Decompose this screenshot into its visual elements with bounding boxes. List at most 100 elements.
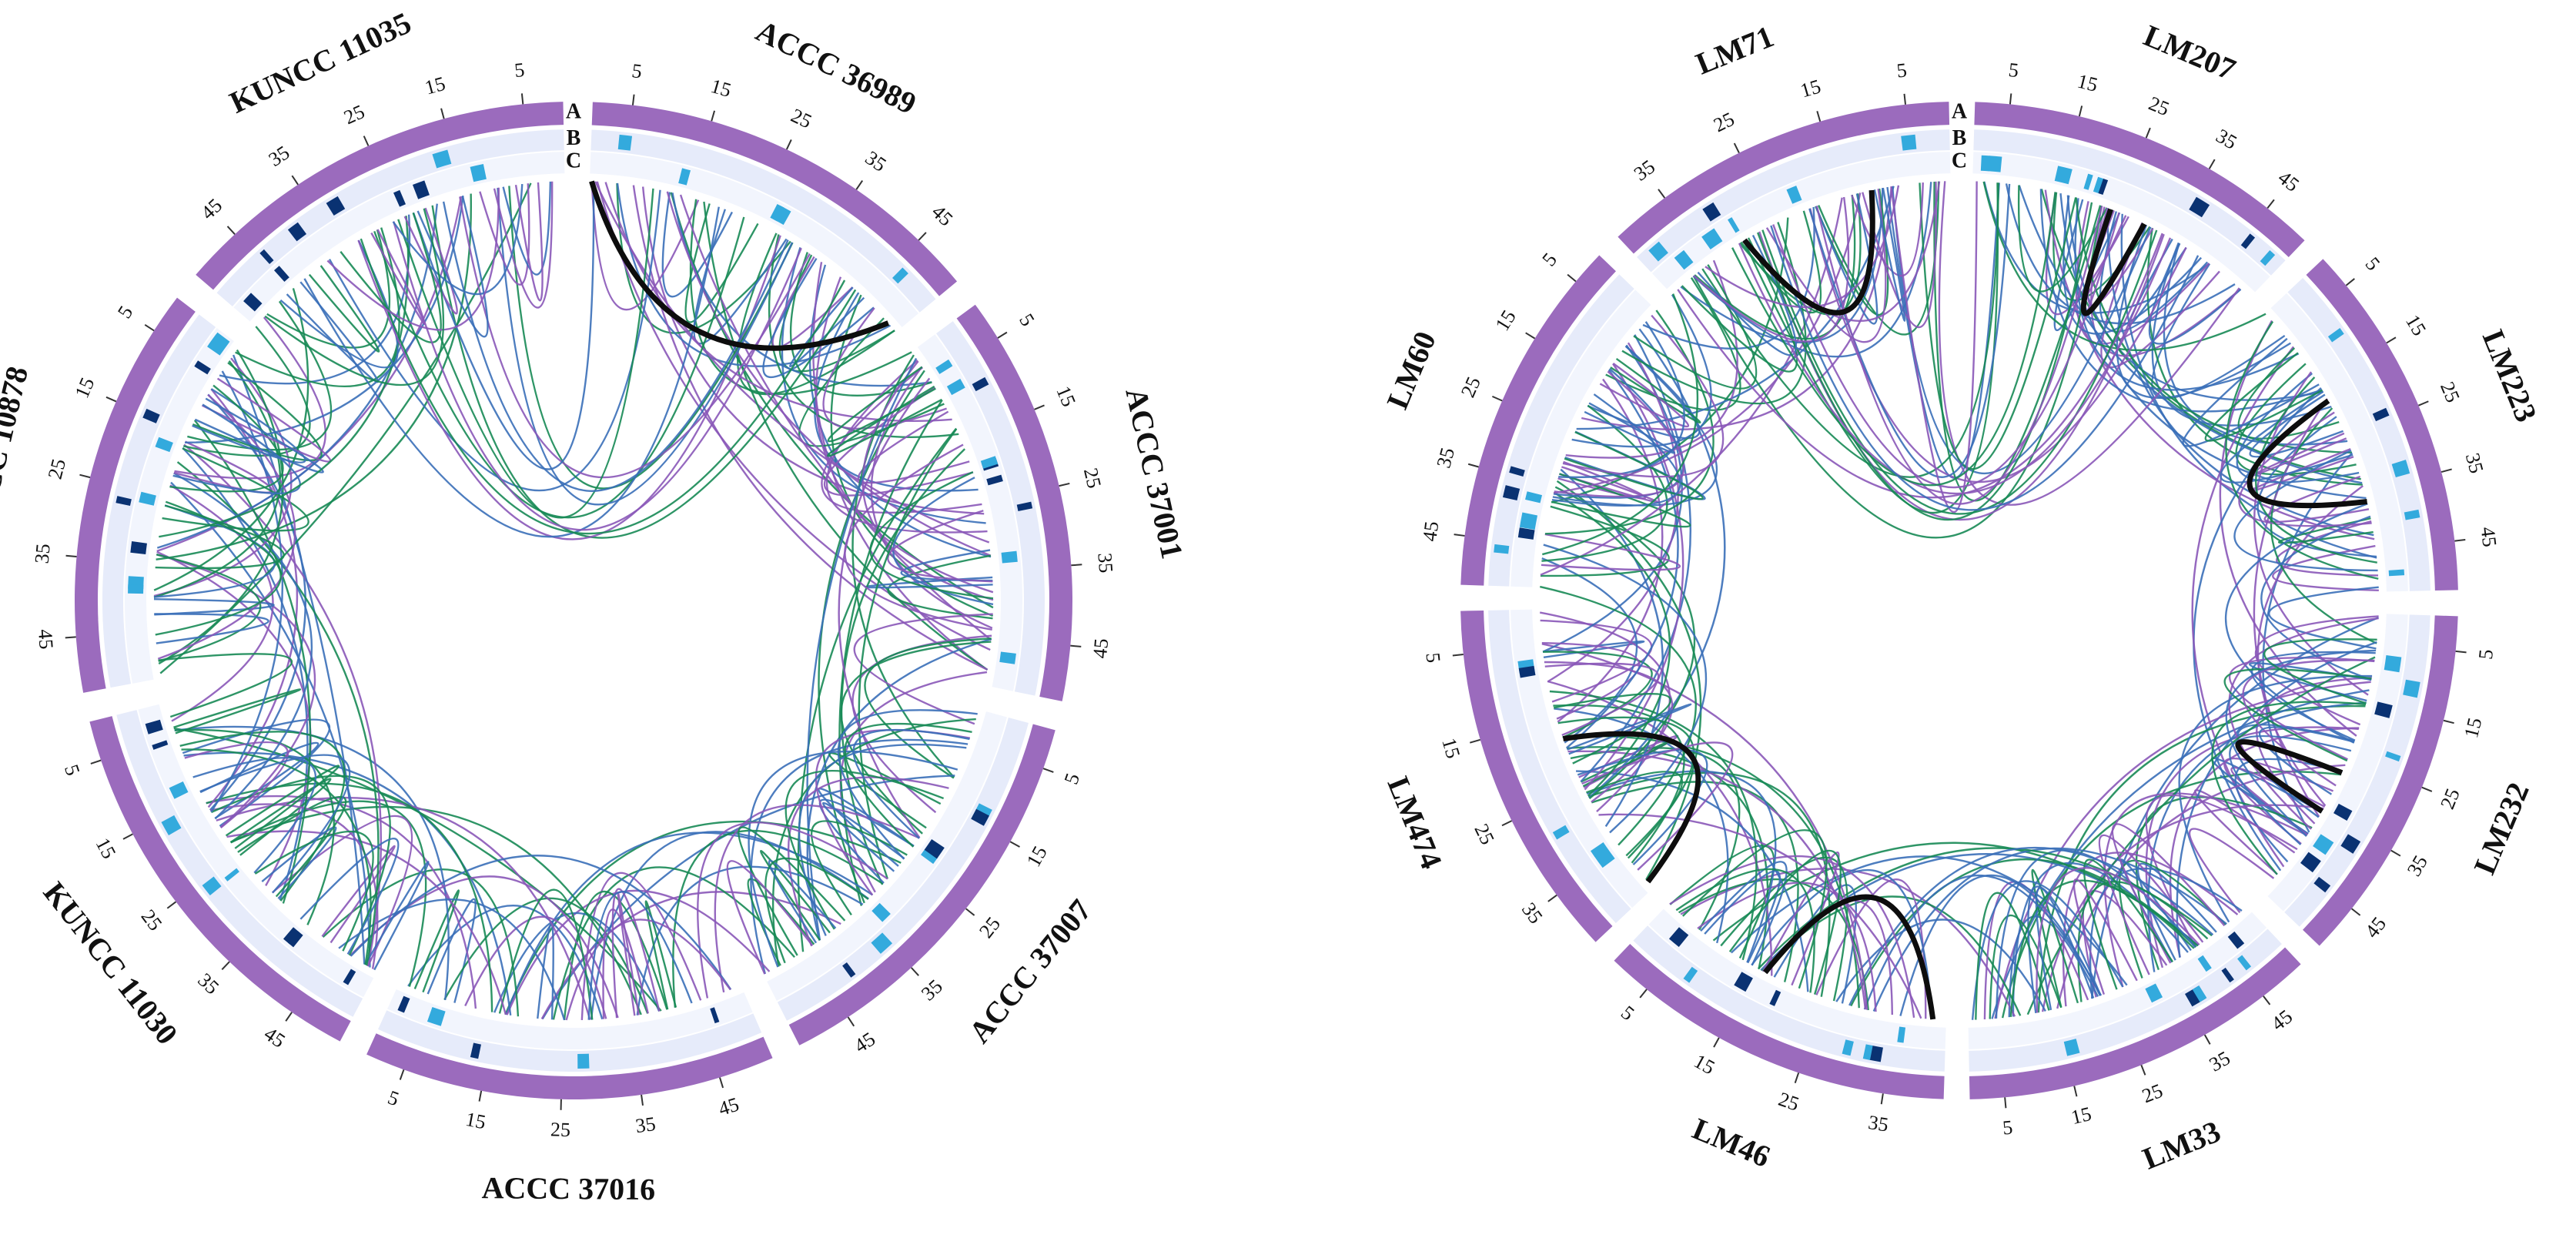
tick-mark bbox=[1042, 768, 1054, 773]
link-curve bbox=[459, 196, 811, 479]
feature-marker bbox=[1001, 550, 1018, 564]
feature-marker bbox=[2333, 803, 2353, 821]
link-curve bbox=[479, 183, 530, 286]
tick-label: 25 bbox=[2436, 379, 2464, 406]
feature-marker bbox=[470, 163, 487, 182]
tick-label: 15 bbox=[1437, 735, 1464, 761]
link-curve bbox=[173, 472, 313, 820]
link-curve bbox=[1553, 693, 1672, 765]
link-curve bbox=[616, 182, 791, 334]
link-curve bbox=[1757, 202, 2093, 521]
feature-marker bbox=[128, 584, 144, 594]
link-curve bbox=[159, 182, 532, 674]
tick-mark bbox=[711, 110, 716, 122]
tick-label: 25 bbox=[2146, 92, 2173, 121]
tick-mark bbox=[2345, 278, 2355, 286]
link-curve bbox=[514, 182, 544, 302]
link-curve bbox=[2262, 452, 2354, 833]
link-curve bbox=[392, 184, 524, 296]
tick-label: 15 bbox=[708, 75, 734, 102]
link-curve bbox=[154, 613, 269, 644]
link-curve bbox=[2027, 885, 2102, 1014]
tick-label: 15 bbox=[1491, 306, 1521, 335]
feature-marker bbox=[1862, 1044, 1873, 1060]
feature-marker bbox=[2403, 679, 2420, 698]
tick-mark bbox=[1639, 989, 1648, 999]
ideogram-band bbox=[196, 102, 564, 290]
link-curve bbox=[413, 889, 460, 993]
link-curve bbox=[2059, 192, 2367, 500]
link-curve bbox=[1848, 847, 2214, 1006]
link-curve bbox=[2224, 503, 2368, 744]
tick-mark bbox=[631, 94, 635, 105]
feature-marker bbox=[971, 808, 989, 826]
feature-marker bbox=[470, 1042, 481, 1059]
link-curve bbox=[748, 750, 958, 968]
tick-mark bbox=[2009, 93, 2012, 105]
link-curve bbox=[504, 820, 902, 1015]
track-c-background bbox=[1510, 289, 1651, 587]
link-curve bbox=[193, 420, 312, 904]
feature-marker bbox=[871, 932, 893, 954]
feature-marker bbox=[1901, 134, 1917, 151]
link-curve bbox=[1740, 210, 1822, 314]
link-curve bbox=[565, 918, 731, 1021]
right-circos-panel: 5 15 25 35 45 LM207 5 15 25 35 45 LM223 5 15 25 35 45 LM2… bbox=[1380, 18, 2544, 1176]
link-curve bbox=[364, 861, 430, 971]
highlighted-link bbox=[2080, 208, 2147, 316]
tick-label: 35 bbox=[265, 141, 294, 171]
tick-mark bbox=[1452, 653, 1464, 657]
link-curve bbox=[2228, 617, 2379, 830]
feature-marker bbox=[273, 266, 289, 282]
link-curve bbox=[169, 384, 284, 493]
link-curve bbox=[271, 815, 413, 967]
link-curve bbox=[442, 201, 789, 492]
segment-label: LM223 bbox=[2476, 325, 2544, 427]
links-layer bbox=[1539, 181, 2379, 1020]
tick-mark bbox=[90, 759, 102, 765]
link-curve bbox=[2219, 320, 2357, 737]
tick-label: 35 bbox=[1630, 156, 1659, 186]
tick-mark bbox=[226, 226, 236, 235]
link-curve bbox=[153, 597, 275, 616]
link-curve bbox=[768, 859, 837, 944]
link-curve bbox=[1693, 196, 1850, 343]
tick-mark bbox=[1547, 894, 1557, 902]
track-label-c: C bbox=[1952, 149, 1967, 172]
link-curve bbox=[2036, 867, 2200, 1013]
track-b-background bbox=[1488, 610, 1631, 923]
link-curve bbox=[2091, 616, 2379, 999]
tick-label: 35 bbox=[2461, 450, 2488, 476]
link-curve bbox=[321, 845, 396, 944]
feature-marker bbox=[1842, 1039, 1854, 1056]
link-curve bbox=[261, 826, 337, 899]
link-curve bbox=[2044, 189, 2375, 540]
link-curve bbox=[506, 889, 771, 1015]
link-curve bbox=[2182, 337, 2320, 447]
link-curve bbox=[2204, 352, 2323, 442]
segment-label: ACCC 37016 bbox=[481, 1170, 655, 1206]
tick-label: 15 bbox=[423, 72, 448, 99]
segment-label: ACCC 37001 bbox=[1119, 385, 1189, 562]
link-curve bbox=[350, 855, 732, 990]
link-curve bbox=[1547, 680, 1773, 976]
link-curve bbox=[299, 838, 400, 955]
feature-marker bbox=[130, 541, 147, 554]
tick-mark bbox=[2263, 995, 2271, 1005]
link-curve bbox=[2188, 828, 2275, 914]
feature-marker bbox=[1728, 217, 1740, 233]
link-curve bbox=[216, 796, 591, 1020]
tick-mark bbox=[144, 324, 155, 332]
tick-mark bbox=[399, 1069, 405, 1080]
track-label-a: A bbox=[566, 99, 582, 123]
link-curve bbox=[644, 900, 677, 1010]
link-curve bbox=[192, 388, 306, 463]
tick-mark bbox=[855, 180, 864, 190]
tick-label: 5 bbox=[1015, 310, 1039, 330]
link-curve bbox=[772, 718, 976, 967]
link-curve bbox=[170, 481, 371, 968]
link-curve bbox=[2151, 242, 2332, 427]
link-curve bbox=[1681, 237, 1798, 373]
tick-mark bbox=[221, 961, 230, 970]
link-curve bbox=[760, 850, 831, 941]
